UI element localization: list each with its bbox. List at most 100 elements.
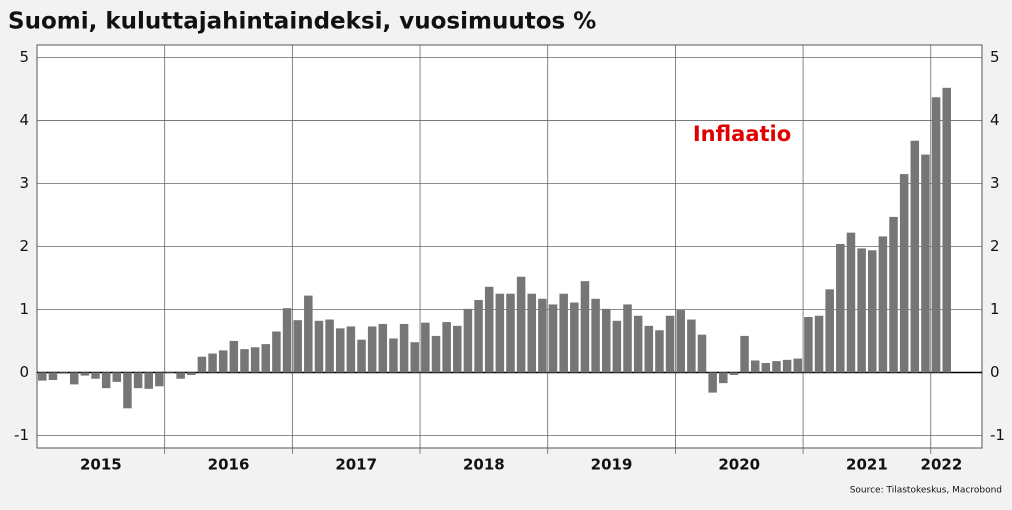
bar xyxy=(155,372,164,387)
x-tick-label: 2015 xyxy=(80,456,122,474)
annotation: Inflaatio xyxy=(693,122,791,146)
bar xyxy=(559,293,568,373)
bar xyxy=(708,372,717,393)
bar xyxy=(516,276,526,373)
y-tick-label: 1 xyxy=(19,300,29,318)
bar xyxy=(282,308,292,373)
bar xyxy=(644,325,654,373)
source: Source: Tilastokeskus, Macrobond xyxy=(850,486,1002,496)
x-tick-label: 2020 xyxy=(718,456,760,474)
bar xyxy=(623,304,632,373)
bar xyxy=(719,372,728,384)
y2-tick-label: 0 xyxy=(990,363,1000,381)
bar xyxy=(495,293,505,373)
bar xyxy=(69,372,79,385)
y2-tick-label: 5 xyxy=(990,48,1000,66)
y2-tick-label: 3 xyxy=(990,174,1000,192)
x-tick-label: 2016 xyxy=(208,456,250,474)
y-tick-label: 0 xyxy=(19,363,29,381)
x-tick-label: 2019 xyxy=(591,456,633,474)
bar xyxy=(857,248,866,373)
bar xyxy=(697,334,707,373)
y-tick-label: -1 xyxy=(14,426,29,444)
bar xyxy=(399,323,409,373)
bar xyxy=(655,330,664,373)
bar xyxy=(304,295,313,373)
bar xyxy=(527,293,537,373)
y-tick-label: 2 xyxy=(19,237,29,255)
y-tick-label: 3 xyxy=(19,174,29,192)
bar xyxy=(665,315,675,373)
bar xyxy=(453,325,462,373)
bar xyxy=(814,315,824,373)
bar xyxy=(346,326,356,373)
x-tick-label: 2022 xyxy=(921,456,963,474)
bar xyxy=(825,289,834,373)
y-tick-label: 4 xyxy=(19,111,29,129)
bar xyxy=(176,372,185,379)
bar xyxy=(123,372,132,409)
bar xyxy=(250,347,260,373)
bar xyxy=(836,243,845,373)
bar xyxy=(272,331,281,373)
bar xyxy=(591,298,600,373)
bar xyxy=(676,310,685,373)
y2-tick-label: 2 xyxy=(990,237,1000,255)
bar xyxy=(325,319,334,373)
bar xyxy=(761,362,771,373)
bar xyxy=(867,250,877,373)
bar xyxy=(474,300,483,373)
bar xyxy=(144,372,153,389)
bar xyxy=(187,372,196,375)
bar xyxy=(463,308,473,373)
bar xyxy=(431,335,441,373)
bar xyxy=(793,358,803,373)
bar xyxy=(229,340,239,373)
bar xyxy=(580,281,590,373)
bar xyxy=(601,308,611,373)
bar xyxy=(889,216,898,373)
bar xyxy=(910,140,920,373)
bar xyxy=(410,342,419,373)
bar xyxy=(91,372,100,379)
bar xyxy=(218,350,228,373)
chart-title: Suomi, kuluttajahintaindeksi, vuosimuuto… xyxy=(8,9,596,35)
bar xyxy=(740,335,749,373)
bar xyxy=(804,317,813,373)
bar xyxy=(570,302,579,373)
bar xyxy=(357,339,366,373)
bar xyxy=(293,320,302,373)
bar xyxy=(921,154,930,373)
bar xyxy=(240,349,249,373)
bar xyxy=(112,372,122,382)
y-tick-label: 5 xyxy=(19,48,29,66)
bar xyxy=(314,320,324,373)
bar xyxy=(197,356,207,373)
bar xyxy=(772,361,781,373)
bar xyxy=(633,315,643,373)
bar xyxy=(378,323,388,373)
bar xyxy=(208,353,217,373)
bar xyxy=(421,322,430,373)
x-tick-label: 2018 xyxy=(463,456,505,474)
bar xyxy=(846,232,856,373)
bar xyxy=(687,319,696,373)
bar xyxy=(782,359,792,373)
bar xyxy=(548,304,558,373)
bar xyxy=(506,293,515,373)
bar xyxy=(389,338,398,373)
bar xyxy=(484,286,494,373)
y2-tick-label: 1 xyxy=(990,300,1000,318)
bar xyxy=(899,174,909,373)
bar xyxy=(59,372,68,374)
bar xyxy=(80,372,90,376)
x-tick-label: 2021 xyxy=(846,456,888,474)
bar xyxy=(729,372,739,375)
bar xyxy=(165,372,175,374)
bar xyxy=(931,97,941,373)
bar xyxy=(38,372,47,381)
bar xyxy=(335,328,345,373)
x-tick-label: 2017 xyxy=(335,456,377,474)
bar xyxy=(261,344,271,373)
